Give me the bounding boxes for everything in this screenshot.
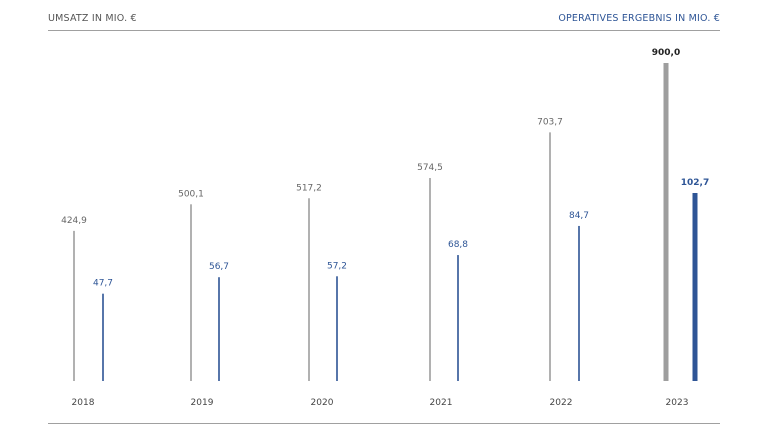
revenue-value-label-2023: 900,0 bbox=[652, 48, 680, 58]
operating-result-value-label-2023: 102,7 bbox=[681, 178, 709, 188]
revenue-value-label-2020: 517,2 bbox=[296, 183, 322, 193]
revenue-value-label-2019: 500,1 bbox=[178, 189, 204, 199]
revenue-bar-2019 bbox=[190, 204, 192, 381]
revenue-bar-2021 bbox=[429, 178, 431, 381]
revenue-value-label-2022: 703,7 bbox=[537, 117, 563, 127]
operating-result-bar-2019 bbox=[218, 277, 220, 381]
operating-result-value-label-2021: 68,8 bbox=[448, 240, 468, 250]
operating-result-value-label-2019: 56,7 bbox=[209, 262, 229, 272]
top-divider bbox=[48, 30, 720, 31]
year-label-2018: 2018 bbox=[72, 398, 95, 408]
revenue-bar-2022 bbox=[549, 132, 551, 381]
year-label-2022: 2022 bbox=[550, 398, 573, 408]
operating-result-value-label-2018: 47,7 bbox=[93, 279, 113, 289]
operating-result-bar-2021 bbox=[457, 255, 459, 381]
operating-result-value-label-2022: 84,7 bbox=[569, 211, 589, 221]
operating-result-value-label-2020: 57,2 bbox=[327, 261, 347, 271]
year-label-2023: 2023 bbox=[666, 398, 689, 408]
operating-result-bar-2020 bbox=[336, 276, 338, 381]
operating-result-bar-2018 bbox=[102, 293, 104, 381]
year-label-2021: 2021 bbox=[430, 398, 453, 408]
revenue-bar-2018 bbox=[73, 230, 75, 381]
bottom-divider bbox=[48, 423, 720, 424]
revenue-bar-2020 bbox=[308, 198, 310, 381]
operating-result-bar-2023 bbox=[692, 193, 698, 381]
operating-result-axis-title: OPERATIVES ERGEBNIS IN MIO. € bbox=[558, 13, 720, 24]
year-label-2019: 2019 bbox=[191, 398, 214, 408]
year-label-2020: 2020 bbox=[311, 398, 334, 408]
revenue-value-label-2021: 574,5 bbox=[417, 163, 443, 173]
revenue-value-label-2018: 424,9 bbox=[61, 216, 87, 226]
revenue-axis-title: UMSATZ IN MIO. € bbox=[48, 13, 137, 24]
revenue-bar-2023 bbox=[663, 63, 669, 381]
operating-result-bar-2022 bbox=[578, 225, 580, 381]
